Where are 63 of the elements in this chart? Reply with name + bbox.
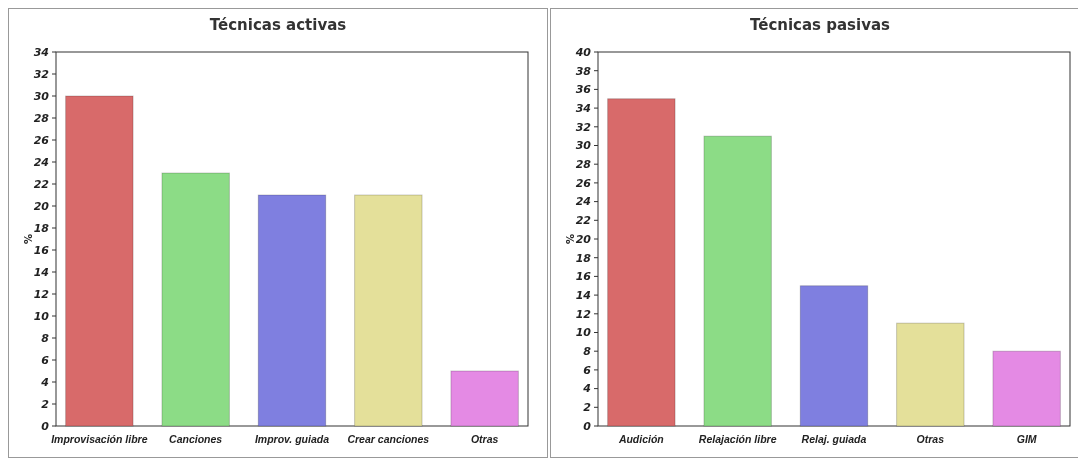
y-tick-label: 30 bbox=[575, 139, 592, 153]
y-tick-label: 16 bbox=[575, 270, 592, 284]
y-tick-label: 36 bbox=[575, 83, 592, 97]
chart-title: Técnicas pasivas bbox=[749, 16, 891, 34]
x-tick-label: Otras bbox=[916, 433, 945, 445]
x-tick-label: Improvisación libre bbox=[51, 433, 148, 445]
y-tick-label: 16 bbox=[33, 243, 50, 257]
y-axis-title: % bbox=[23, 233, 34, 245]
y-tick-label: 30 bbox=[33, 89, 50, 103]
bar bbox=[65, 95, 134, 427]
y-tick-label: 10 bbox=[575, 326, 592, 340]
y-tick-label: 32 bbox=[575, 120, 592, 134]
bar bbox=[161, 172, 230, 427]
chart-title: Técnicas activas bbox=[209, 16, 347, 34]
y-tick-label: 24 bbox=[33, 155, 49, 169]
x-tick-label: Audición bbox=[617, 433, 664, 445]
y-tick-label: 4 bbox=[40, 375, 49, 389]
y-tick-label: 28 bbox=[575, 158, 592, 172]
y-tick-label: 18 bbox=[33, 221, 50, 235]
y-tick-label: 6 bbox=[41, 353, 50, 367]
y-tick-label: 2 bbox=[41, 397, 50, 411]
y-tick-label: 38 bbox=[575, 64, 592, 78]
y-tick-label: 4 bbox=[582, 382, 591, 396]
bar bbox=[607, 98, 676, 427]
y-tick-label: 20 bbox=[33, 199, 50, 213]
y-tick-label: 28 bbox=[33, 111, 50, 125]
y-tick-label: 34 bbox=[575, 101, 591, 115]
y-tick-label: 10 bbox=[33, 309, 50, 323]
y-tick-label: 0 bbox=[583, 419, 592, 433]
y-tick-label: 8 bbox=[583, 345, 592, 359]
bar bbox=[799, 285, 869, 427]
bar bbox=[992, 350, 1061, 427]
y-tick-label: 12 bbox=[33, 287, 50, 301]
y-tick-label: 6 bbox=[583, 363, 592, 377]
x-tick-label: Relajación libre bbox=[698, 433, 777, 445]
y-tick-label: 14 bbox=[33, 265, 49, 279]
y-tick-label: 12 bbox=[575, 307, 592, 321]
bar bbox=[896, 322, 965, 427]
y-tick-label: 22 bbox=[33, 177, 50, 191]
y-axis-title: % bbox=[565, 233, 576, 245]
y-tick-label: 24 bbox=[575, 195, 591, 209]
bar bbox=[450, 370, 519, 427]
x-tick-label: Otras bbox=[470, 433, 499, 445]
y-tick-label: 32 bbox=[33, 67, 50, 81]
y-tick-label: 34 bbox=[33, 45, 49, 59]
bar bbox=[703, 135, 772, 427]
y-tick-label: 14 bbox=[575, 288, 591, 302]
y-tick-label: 8 bbox=[41, 331, 50, 345]
bar bbox=[354, 194, 423, 427]
y-tick-label: 18 bbox=[575, 251, 592, 265]
y-tick-label: 2 bbox=[583, 401, 592, 415]
y-tick-label: 40 bbox=[574, 45, 592, 59]
y-tick-label: 26 bbox=[575, 176, 592, 190]
y-tick-label: 0 bbox=[41, 419, 50, 433]
x-tick-label: GIM bbox=[1016, 433, 1037, 445]
y-tick-label: 22 bbox=[575, 214, 592, 228]
x-tick-label: Crear canciones bbox=[347, 433, 430, 445]
x-tick-label: Improv. guiada bbox=[254, 433, 330, 445]
y-tick-label: 20 bbox=[575, 232, 592, 246]
y-tick-label: 26 bbox=[33, 133, 50, 147]
x-tick-label: Relaj. guiada bbox=[801, 433, 867, 445]
bar bbox=[257, 194, 327, 427]
x-tick-label: Canciones bbox=[169, 433, 223, 445]
